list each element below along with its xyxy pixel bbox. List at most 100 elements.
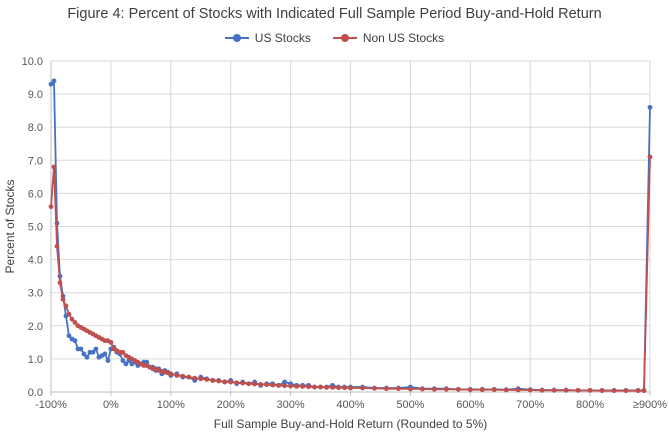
gridlines xyxy=(51,60,651,392)
data-point-non-us-stocks xyxy=(48,204,54,210)
data-point-non-us-stocks xyxy=(396,386,401,392)
data-point-non-us-stocks xyxy=(431,386,437,392)
data-point-us-stocks xyxy=(84,354,90,360)
data-point-non-us-stocks xyxy=(198,376,204,382)
legend-swatch-us-stocks xyxy=(224,34,249,42)
data-point-non-us-stocks xyxy=(491,387,497,393)
data-point-non-us-stocks xyxy=(563,387,569,393)
legend-label-us-stocks: US Stocks xyxy=(254,31,311,45)
data-point-non-us-stocks xyxy=(599,388,605,394)
legend-label-non-us-stocks: Non US Stocks xyxy=(362,31,445,45)
data-point-us-stocks xyxy=(282,379,288,385)
y-tick-label: 2.0 xyxy=(28,321,43,333)
data-point-us-stocks xyxy=(51,78,57,84)
x-tick-label: 100% xyxy=(157,399,185,411)
data-point-non-us-stocks xyxy=(282,383,288,389)
data-point-non-us-stocks xyxy=(72,320,78,325)
data-point-non-us-stocks xyxy=(587,387,593,393)
data-point-non-us-stocks xyxy=(69,316,75,322)
data-point-non-us-stocks xyxy=(288,383,293,389)
data-point-non-us-stocks xyxy=(515,387,521,393)
data-point-non-us-stocks xyxy=(372,385,377,391)
data-point-non-us-stocks xyxy=(51,164,57,170)
data-point-non-us-stocks xyxy=(623,388,629,394)
y-tick-label: 0.0 xyxy=(28,387,43,399)
axes xyxy=(50,61,651,396)
data-point-non-us-stocks xyxy=(66,311,72,317)
data-point-non-us-stocks xyxy=(180,373,186,379)
data-point-non-us-stocks xyxy=(63,303,69,309)
data-point-non-us-stocks xyxy=(443,386,449,392)
data-series xyxy=(48,78,653,394)
chart-legend: US Stocks Non US Stocks xyxy=(0,31,669,45)
y-axis-label: Percent of Stocks xyxy=(3,179,17,273)
data-point-non-us-stocks xyxy=(60,296,66,302)
data-point-non-us-stocks xyxy=(264,382,270,388)
data-point-us-stocks xyxy=(144,359,150,365)
data-point-non-us-stocks xyxy=(228,379,234,385)
data-point-us-stocks xyxy=(72,338,78,344)
data-point-non-us-stocks xyxy=(384,386,389,392)
data-point-non-us-stocks xyxy=(240,380,246,386)
data-point-non-us-stocks xyxy=(54,243,60,249)
data-point-non-us-stocks xyxy=(252,381,258,387)
data-point-non-us-stocks xyxy=(222,379,228,385)
data-point-non-us-stocks xyxy=(641,388,647,394)
legend-item-non-us-stocks: Non US Stocks xyxy=(332,31,445,45)
data-point-non-us-stocks xyxy=(306,384,311,390)
y-tick-label: 5.0 xyxy=(28,222,43,234)
data-point-us-stocks xyxy=(105,358,111,363)
data-point-non-us-stocks xyxy=(527,387,533,393)
chart-title: Figure 4: Percent of Stocks with Indicat… xyxy=(67,6,602,22)
y-tick-label: 1.0 xyxy=(28,354,43,366)
x-axis-label: Full Sample Buy-and-Hold Return (Rounded… xyxy=(214,417,487,431)
data-point-non-us-stocks xyxy=(348,385,353,391)
x-tick-labels: -100% 0% 100% 200% 300% 400% 500% 600% 700% 800% ≥… xyxy=(35,399,667,411)
data-point-non-us-stocks xyxy=(467,387,473,393)
y-tick-labels: 0.0 1.0 2.0 3.0 4.0 5.0 6.0 7.0 8.0 9.0 10.0 xyxy=(22,56,43,399)
series-non-us-stocks xyxy=(48,154,653,394)
data-point-non-us-stocks xyxy=(455,386,461,392)
data-point-non-us-stocks xyxy=(336,385,341,391)
data-point-non-us-stocks xyxy=(318,384,323,390)
data-point-non-us-stocks xyxy=(647,154,653,160)
x-tick-label: 400% xyxy=(336,399,364,411)
data-point-us-stocks xyxy=(81,351,87,357)
data-point-non-us-stocks xyxy=(270,382,276,388)
data-point-non-us-stocks xyxy=(342,385,347,391)
x-tick-label: -100% xyxy=(35,399,67,411)
data-point-non-us-stocks xyxy=(246,381,252,387)
y-tick-label: 7.0 xyxy=(28,155,43,167)
data-point-non-us-stocks xyxy=(174,373,180,378)
data-point-non-us-stocks xyxy=(611,388,617,394)
x-tick-label: 300% xyxy=(277,399,305,411)
y-tick-label: 6.0 xyxy=(28,188,43,200)
data-point-non-us-stocks xyxy=(635,388,641,394)
y-tick-label: 8.0 xyxy=(28,122,43,134)
data-point-non-us-stocks xyxy=(258,381,264,387)
data-point-non-us-stocks xyxy=(276,382,282,388)
data-point-non-us-stocks xyxy=(324,384,329,390)
data-point-us-stocks xyxy=(78,346,84,352)
data-point-us-stocks xyxy=(120,358,126,363)
data-point-non-us-stocks xyxy=(408,386,413,392)
data-point-non-us-stocks xyxy=(120,349,126,355)
data-point-non-us-stocks xyxy=(234,380,240,386)
x-tick-label: 0% xyxy=(103,399,119,411)
data-point-non-us-stocks xyxy=(186,374,192,380)
data-point-us-stocks xyxy=(48,81,54,87)
data-point-non-us-stocks xyxy=(312,384,317,390)
data-point-us-stocks xyxy=(123,361,129,367)
data-point-non-us-stocks xyxy=(360,385,365,391)
y-tick-label: 10.0 xyxy=(22,56,43,68)
data-point-non-us-stocks xyxy=(300,383,305,389)
data-point-non-us-stocks xyxy=(419,386,425,392)
data-point-non-us-stocks xyxy=(57,280,63,286)
data-point-non-us-stocks xyxy=(168,371,174,377)
x-tick-label: ≥900% xyxy=(633,399,667,411)
data-point-us-stocks xyxy=(647,104,653,110)
y-tick-label: 9.0 xyxy=(28,89,43,101)
data-point-non-us-stocks xyxy=(539,387,545,393)
